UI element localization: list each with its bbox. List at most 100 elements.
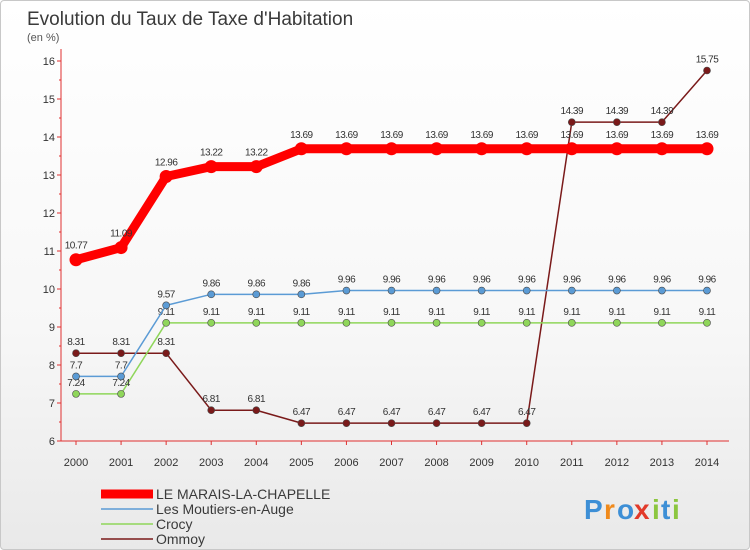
data-point	[567, 319, 576, 327]
data-point	[207, 319, 216, 327]
data-point	[430, 142, 444, 156]
data-point	[207, 406, 216, 415]
x-tick-label: 2007	[379, 457, 403, 469]
data-label: 9.11	[563, 307, 581, 318]
data-label: 9.57	[157, 289, 175, 300]
data-label: 9.86	[293, 278, 311, 289]
data-point	[249, 160, 263, 174]
data-label: 13.69	[290, 130, 313, 141]
x-tick-label: 2011	[560, 457, 584, 469]
data-point	[252, 406, 261, 415]
series-0: 10.77 11.09 12.96 13.22 13.22 13.69 13.69 13.69…	[65, 130, 720, 267]
y-tick-label: 10	[43, 284, 55, 296]
data-point	[477, 319, 486, 327]
data-label: 9.11	[473, 307, 491, 318]
data-label: 9.11	[293, 307, 311, 318]
legend-label: LE MARAIS-LA-CHAPELLE	[156, 486, 330, 502]
x-tick-label: 2002	[154, 457, 178, 469]
data-point	[387, 419, 396, 427]
data-label: 6.47	[293, 407, 311, 418]
data-label: 9.96	[653, 275, 671, 286]
logo-letter: t	[661, 494, 670, 525]
data-point	[72, 349, 80, 358]
data-point	[522, 286, 531, 295]
data-label: 9.96	[608, 275, 626, 286]
series-line	[75, 69, 708, 424]
data-point	[162, 349, 170, 358]
data-point	[385, 142, 398, 156]
axes: 6 7 8 9 10 11 12 13 14 15 16 2000 2001 2002 2003 2004 20…	[43, 49, 729, 469]
data-label: 10.77	[65, 241, 88, 252]
data-point	[159, 170, 173, 184]
data-label: 8.31	[157, 337, 175, 348]
data-point	[703, 66, 711, 75]
data-label: 9.96	[428, 275, 446, 286]
data-point	[475, 142, 489, 156]
data-point	[520, 142, 534, 156]
data-label: 13.69	[561, 130, 584, 141]
logo-letter: i	[672, 494, 680, 525]
data-label: 9.11	[383, 307, 401, 318]
data-point	[342, 319, 351, 327]
legend-label: Ommoy	[156, 531, 205, 547]
x-tick-label: 2014	[695, 457, 719, 469]
logo-letter: P	[584, 494, 603, 525]
data-label: 9.96	[563, 275, 581, 286]
chart-subtitle: (en %)	[27, 32, 59, 44]
data-point	[567, 118, 576, 126]
y-tick-label: 6	[49, 436, 55, 448]
data-point	[294, 142, 308, 156]
data-label: 6.81	[248, 394, 266, 405]
data-label: 9.11	[518, 307, 536, 318]
data-point	[432, 419, 441, 427]
data-point	[162, 301, 170, 310]
data-label: 14.39	[651, 106, 674, 117]
data-point	[297, 319, 306, 327]
data-label: 9.11	[699, 307, 717, 318]
data-point	[69, 253, 83, 267]
y-tick-label: 13	[43, 170, 55, 182]
data-label: 9.11	[428, 307, 446, 318]
data-point	[703, 286, 711, 295]
data-point	[387, 319, 396, 327]
data-point	[297, 290, 306, 299]
x-tick-label: 2006	[334, 457, 358, 469]
y-tick-label: 15	[43, 94, 55, 106]
data-label: 6.47	[383, 407, 401, 418]
data-point	[207, 290, 216, 299]
data-label: 13.69	[696, 130, 719, 141]
data-label: 12.96	[155, 158, 178, 169]
data-point	[117, 372, 125, 381]
series-3: 8.31 8.31 8.31 6.81 6.81 6.47 6.47 6.47 6.47 6.47…	[67, 55, 720, 427]
data-label: 9.11	[338, 307, 356, 318]
data-point	[658, 319, 666, 327]
logo-letter: o	[617, 494, 634, 525]
data-label: 9.86	[202, 278, 220, 289]
y-tick-label: 8	[49, 360, 55, 372]
series-1: 7.7 7.7 9.57 9.86 9.86 9.86 9.96 9.96 9.96 9.96 9.…	[70, 275, 717, 381]
data-label: 13.22	[245, 148, 268, 159]
data-label: 9.96	[518, 275, 536, 286]
chart-title: Evolution du Taux de Taxe d'Habitation	[27, 9, 353, 30]
data-label: 13.69	[651, 130, 674, 141]
data-point	[72, 390, 80, 398]
data-point	[432, 319, 441, 327]
data-point	[700, 142, 714, 156]
data-label: 13.69	[425, 130, 448, 141]
logo-letter: i	[652, 494, 660, 525]
data-point	[342, 419, 351, 427]
x-tick-label: 2009	[469, 457, 493, 469]
series-layer: 8.31 8.31 8.31 6.81 6.81 6.47 6.47 6.47 6.47 6.47…	[65, 55, 720, 427]
x-tick-label: 2008	[424, 457, 448, 469]
y-tick-label: 16	[43, 56, 55, 68]
data-point	[342, 286, 351, 295]
data-point	[204, 160, 218, 174]
data-point	[610, 142, 624, 156]
data-label: 15.75	[696, 55, 719, 66]
data-label: 9.11	[203, 307, 221, 318]
data-point	[522, 319, 531, 327]
